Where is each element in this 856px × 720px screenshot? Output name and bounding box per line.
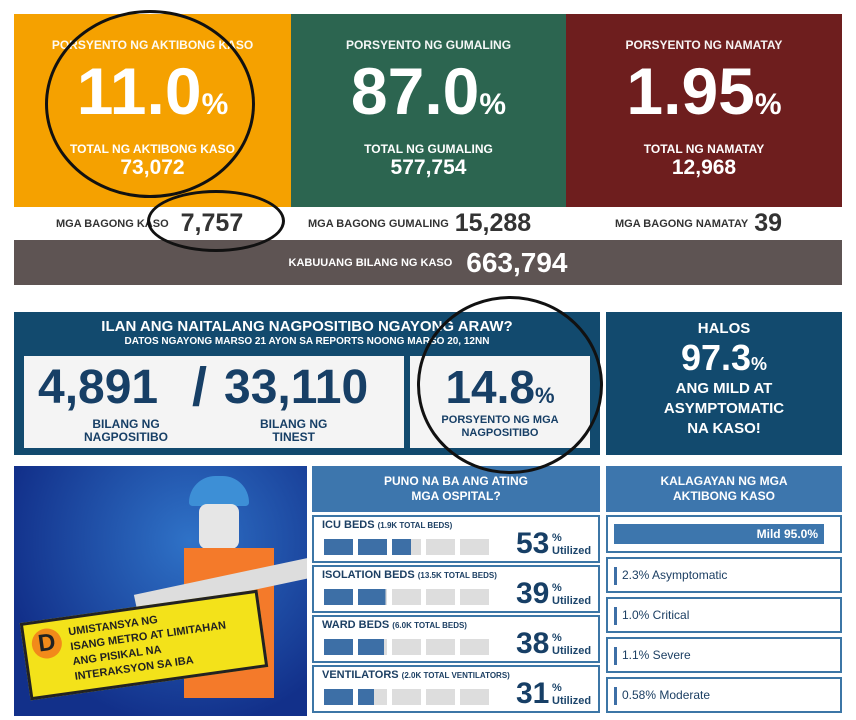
status-critical: 1.0% Critical (606, 597, 842, 633)
face-mask-icon (199, 504, 239, 549)
recovered-card: PORSYENTO NG GUMALING 87.0% TOTAL NG GUM… (291, 14, 566, 207)
deaths-total: 12,968 (671, 156, 737, 179)
percent-sign: % (552, 632, 562, 644)
recovered-percent: 87.0% (350, 54, 507, 128)
status-header: KALAGAYAN NG MGA AKTIBONG KASO (606, 466, 842, 512)
utilization-value: 31 (516, 677, 550, 710)
bed-icon (426, 639, 455, 655)
recovered-total: 577,754 (390, 156, 467, 179)
utilization-value: 38 (516, 627, 550, 660)
annotation-circle-positivity (417, 296, 603, 474)
bed-icon (324, 589, 353, 605)
hospital-item-label: VENTILATORS (2.0K TOTAL VENTILATORS) (322, 669, 510, 681)
annotation-circle-new-cases (147, 190, 285, 252)
bed-icon (324, 639, 353, 655)
bed-icon (460, 539, 489, 555)
percent-sign: % (552, 682, 562, 694)
hospital-item: VENTILATORS (2.0K TOTAL VENTILATORS) 31% U… (312, 665, 600, 713)
bed-icon (460, 589, 489, 605)
bed-icon (358, 639, 387, 655)
ventilator-icon (324, 689, 353, 705)
bed-icon (358, 539, 387, 555)
poster-initial: D (29, 626, 64, 661)
bed-icon (392, 589, 421, 605)
total-cases-bar: KABUUANG BILANG NG KASO 663,794 (14, 240, 842, 285)
recovered-label: PORSYENTO NG GUMALING (345, 38, 512, 52)
utilized-label: Utilized (552, 595, 592, 607)
percent-sign: % (552, 532, 562, 544)
deaths-label: PORSYENTO NG NAMATAY (625, 38, 783, 52)
bed-icon (358, 589, 387, 605)
hospital-item: ISOLATION BEDS (13.5K TOTAL BEDS) 39% Util… (312, 565, 600, 613)
percent-sign: % (552, 582, 562, 594)
ventilator-icon (392, 689, 421, 705)
hospital-item-label: WARD BEDS (6.0K TOTAL BEDS) (322, 619, 467, 631)
hospital-header: PUNO NA BA ANG ATING MGA OSPITAL? (312, 466, 600, 512)
status-severe: 1.1% Severe (606, 637, 842, 673)
ventilator-icon (426, 689, 455, 705)
utilized-label: Utilized (552, 645, 592, 657)
distancing-poster: D UMISTANSYA NG ISANG METRO AT LIMITAHAN A… (14, 466, 307, 716)
deaths-percent: 1.95% (626, 54, 782, 128)
mild-panel: HALOS 97.3% ANG MILD AT ASYMPTOMATIC NA KA… (606, 312, 842, 455)
hardhat-icon (189, 476, 249, 506)
bed-icon (460, 639, 489, 655)
annotation-circle-active (45, 10, 255, 198)
bed-icon (426, 539, 455, 555)
hospital-item: WARD BEDS (6.0K TOTAL BEDS) 38% Utilized (312, 615, 600, 663)
recovered-total-label: TOTAL NG GUMALING (364, 142, 493, 156)
utilized-label: Utilized (552, 545, 592, 557)
hospital-item-label: ICU BEDS (1.9K TOTAL BEDS) (322, 519, 453, 531)
deaths-total-label: TOTAL NG NAMATAY (643, 142, 765, 156)
hospital-item: ICU BEDS (1.9K TOTAL BEDS) 53% Utilized (312, 515, 600, 563)
hospital-item-label: ISOLATION BEDS (13.5K TOTAL BEDS) (322, 569, 497, 581)
deaths-card: PORSYENTO NG NAMATAY 1.95% TOTAL NG NAMA… (566, 14, 842, 207)
status-asymptomatic: 2.3% Asymptomatic (606, 557, 842, 593)
positive-tested-box: 4,891 / 33,110 BILANG NG NAGPOSITIBO BILA… (24, 356, 404, 448)
new-deaths: MGA BAGONG NAMATAY 39 (615, 209, 783, 237)
bed-icon (392, 539, 421, 555)
bed-icon (426, 589, 455, 605)
utilization-value: 39 (516, 577, 550, 610)
ventilator-icon (460, 689, 489, 705)
utilization-value: 53 (516, 527, 550, 560)
bed-icon (392, 639, 421, 655)
status-moderate: 0.58% Moderate (606, 677, 842, 713)
ventilator-icon (358, 689, 387, 705)
utilized-label: Utilized (552, 695, 592, 707)
new-recovered: MGA BAGONG GUMALING 15,288 (308, 209, 532, 237)
bed-icon (324, 539, 353, 555)
status-mild: Mild 95.0% (606, 515, 842, 553)
